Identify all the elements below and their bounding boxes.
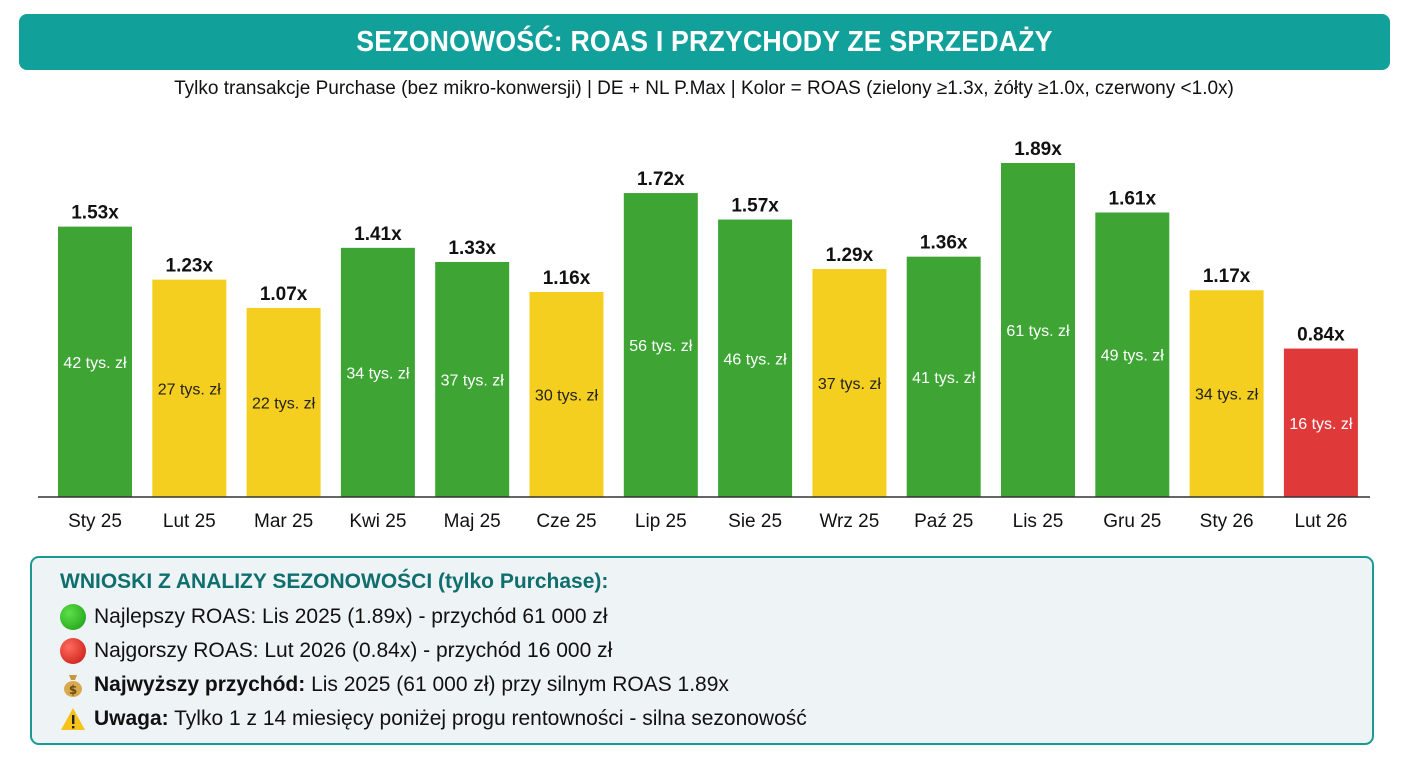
- insights-heading: WNIOSKI Z ANALIZY SEZONOWOŚCI (tylko Pur…: [60, 570, 609, 593]
- x-tick-label: Paź 25: [914, 511, 973, 532]
- x-tick-label: Lis 25: [1013, 511, 1064, 532]
- x-tick-label: Kwi 25: [349, 511, 406, 532]
- roas-label: 1.41x: [354, 224, 402, 245]
- insight-bold: Najwyższy przychód:: [94, 673, 306, 696]
- x-tick-label: Cze 25: [536, 511, 596, 532]
- x-tick-label: Gru 25: [1103, 511, 1161, 532]
- roas-label: 1.53x: [71, 203, 119, 224]
- revenue-label: 37 tys. zł: [818, 376, 882, 393]
- bar: [529, 292, 604, 497]
- insight-warning: Uwaga: Tylko 1 z 14 miesięcy poniżej pro…: [60, 702, 1372, 736]
- revenue-label: 30 tys. zł: [535, 388, 599, 405]
- bar: [1283, 348, 1358, 497]
- bar: [718, 219, 793, 497]
- roas-label: 1.23x: [166, 256, 214, 277]
- bar-chart: 1.53x 42 tys. zł Sty 25 1.23x 27 tys. zł Lut …: [38, 139, 1370, 532]
- x-tick-label: Sie 25: [728, 511, 782, 532]
- bar: [1189, 290, 1264, 497]
- x-tick-label: Sty 25: [68, 511, 122, 532]
- roas-label: 1.29x: [826, 245, 874, 266]
- bar: [246, 307, 321, 497]
- bar: [1001, 163, 1075, 497]
- bar: [152, 279, 227, 497]
- revenue-label: 34 tys. zł: [346, 365, 410, 382]
- revenue-label: 61 tys. zł: [1006, 323, 1070, 340]
- revenue-label: 56 tys. zł: [629, 338, 693, 355]
- revenue-label: 49 tys. zł: [1101, 348, 1165, 365]
- x-tick-label: Maj 25: [444, 511, 501, 532]
- x-tick-label: Lip 25: [635, 511, 687, 532]
- warning-icon: [60, 706, 86, 732]
- roas-label: 1.33x: [448, 238, 496, 259]
- money-bag-icon: $: [60, 672, 86, 698]
- title-banner: SEZONOWOŚĆ: ROAS I PRZYCHODY ZE SPRZEDAŻ…: [19, 14, 1390, 70]
- insight-bold: Uwaga:: [94, 707, 169, 730]
- green-circle-icon: [60, 604, 86, 630]
- roas-label: 1.16x: [543, 268, 591, 289]
- insight-text: Tylko 1 z 14 miesięcy poniżej progu rent…: [168, 707, 807, 730]
- roas-label: 1.36x: [920, 233, 968, 254]
- insights-box: WNIOSKI Z ANALIZY SEZONOWOŚCI (tylko Pur…: [30, 556, 1374, 745]
- revenue-label: 46 tys. zł: [724, 351, 788, 368]
- chart-title: SEZONOWOŚĆ: ROAS I PRZYCHODY ZE SPRZEDAŻ…: [356, 25, 1053, 58]
- roas-label: 1.89x: [1014, 139, 1062, 160]
- chart-subtitle: Tylko transakcje Purchase (bez mikro-kon…: [174, 78, 1234, 99]
- bar: [435, 261, 510, 497]
- revenue-label: 41 tys. zł: [912, 370, 976, 387]
- bar: [623, 193, 698, 497]
- x-tick-label: Mar 25: [254, 511, 313, 532]
- roas-label: 1.17x: [1203, 266, 1251, 287]
- roas-label: 1.57x: [731, 196, 779, 217]
- revenue-label: 42 tys. zł: [63, 355, 127, 372]
- svg-text:$: $: [69, 683, 77, 697]
- bar: [812, 269, 887, 497]
- bar: [1095, 212, 1170, 497]
- bar: [906, 256, 981, 497]
- revenue-label: 37 tys. zł: [441, 372, 505, 389]
- revenue-label: 22 tys. zł: [252, 395, 316, 412]
- insight-best: Najlepszy ROAS: Lis 2025 (1.89x) - przyc…: [60, 600, 1372, 634]
- insight-text: Lis 2025 (61 000 zł) przy silnym ROAS 1.…: [305, 673, 729, 696]
- insight-revenue: $ Najwyższy przychód: Lis 2025 (61 000 z…: [60, 668, 1372, 702]
- insight-worst: Najgorszy ROAS: Lut 2026 (0.84x) - przyc…: [60, 634, 1372, 668]
- bar: [340, 247, 415, 497]
- x-tick-label: Sty 26: [1200, 511, 1254, 532]
- roas-label: 1.07x: [260, 284, 308, 305]
- revenue-label: 27 tys. zł: [158, 381, 222, 398]
- x-tick-label: Lut 26: [1294, 511, 1347, 532]
- insight-text: Najlepszy ROAS: Lis 2025 (1.89x) - przyc…: [94, 605, 608, 628]
- x-tick-label: Lut 25: [163, 511, 216, 532]
- roas-label: 1.61x: [1109, 188, 1157, 209]
- roas-label: 0.84x: [1297, 325, 1345, 346]
- insight-text: Najgorszy ROAS: Lut 2026 (0.84x) - przyc…: [94, 639, 613, 662]
- x-tick-label: Wrz 25: [819, 511, 879, 532]
- red-circle-icon: [60, 638, 86, 664]
- revenue-label: 16 tys. zł: [1289, 416, 1353, 433]
- bar: [58, 226, 132, 497]
- roas-label: 1.72x: [637, 169, 685, 190]
- revenue-label: 34 tys. zł: [1195, 387, 1259, 404]
